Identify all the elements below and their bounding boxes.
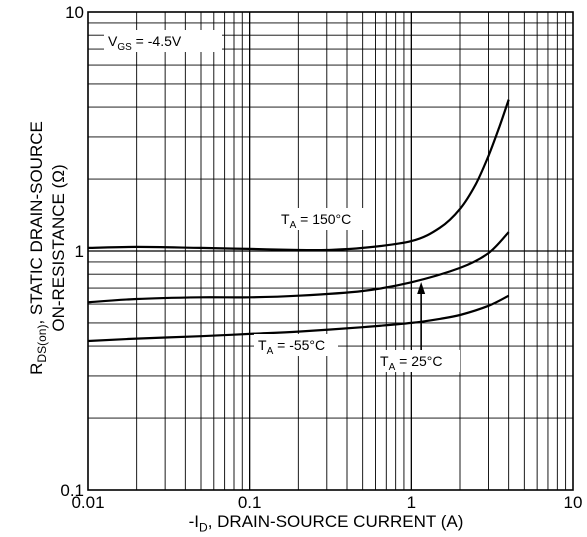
series-label-25c-bg (376, 350, 460, 372)
x-tick-label: 10 (564, 493, 583, 512)
y-axis-label: RDS(on), STATIC DRAIN-SOURCE ON-RESISTAN… (27, 121, 69, 375)
x-axis-label-suffix: , DRAIN-SOURCE CURRENT (A) (207, 512, 464, 531)
curves (87, 99, 510, 352)
y-axis-label-line1: RDS(on), STATIC DRAIN-SOURCE (27, 121, 49, 375)
y-axis-label-line2: ON-RESISTANCE (Ω) (49, 164, 69, 332)
series-label-minus55c: TA = -55°C (258, 337, 325, 357)
vgs-condition-label: VGS = -4.5V (108, 33, 182, 53)
series-line-150c (87, 99, 510, 252)
series-label-150c-bg (277, 208, 373, 230)
plot-frame (87, 11, 574, 491)
y-axis-label-prefix: R (26, 362, 46, 375)
series-label-25c: TA = 25°C (380, 353, 442, 373)
x-axis-label-sub: D (199, 520, 208, 535)
series-label-150c: TA = 150°C (281, 211, 351, 231)
x-axis-label-prefix: -I (188, 512, 200, 531)
y-tick-label: 10 (65, 3, 84, 22)
x-tick-label: 1 (407, 493, 416, 512)
series-label-minus55c-bg (254, 334, 338, 356)
y-tick-label: 0.1 (60, 481, 84, 500)
y-axis-label-sub: DS(on) (35, 324, 50, 363)
x-axis-label: -ID, DRAIN-SOURCE CURRENT (A) (189, 512, 464, 534)
series-line-25c (87, 231, 510, 304)
x-tick-label: 0.01 (71, 493, 104, 512)
y-axis-label-suffix: , STATIC DRAIN-SOURCE (26, 121, 46, 325)
series-line-minus55c (87, 294, 510, 343)
arrow-25c-head (417, 282, 426, 294)
vgs-condition-label-bg (104, 30, 222, 52)
x-tick-label: 0.1 (238, 493, 262, 512)
y-tick-label: 1 (75, 242, 84, 261)
series-labels: VGS = -4.5V TA = 150°C TA = -55°C TA = 25°C (104, 30, 460, 373)
grid (88, 12, 573, 490)
